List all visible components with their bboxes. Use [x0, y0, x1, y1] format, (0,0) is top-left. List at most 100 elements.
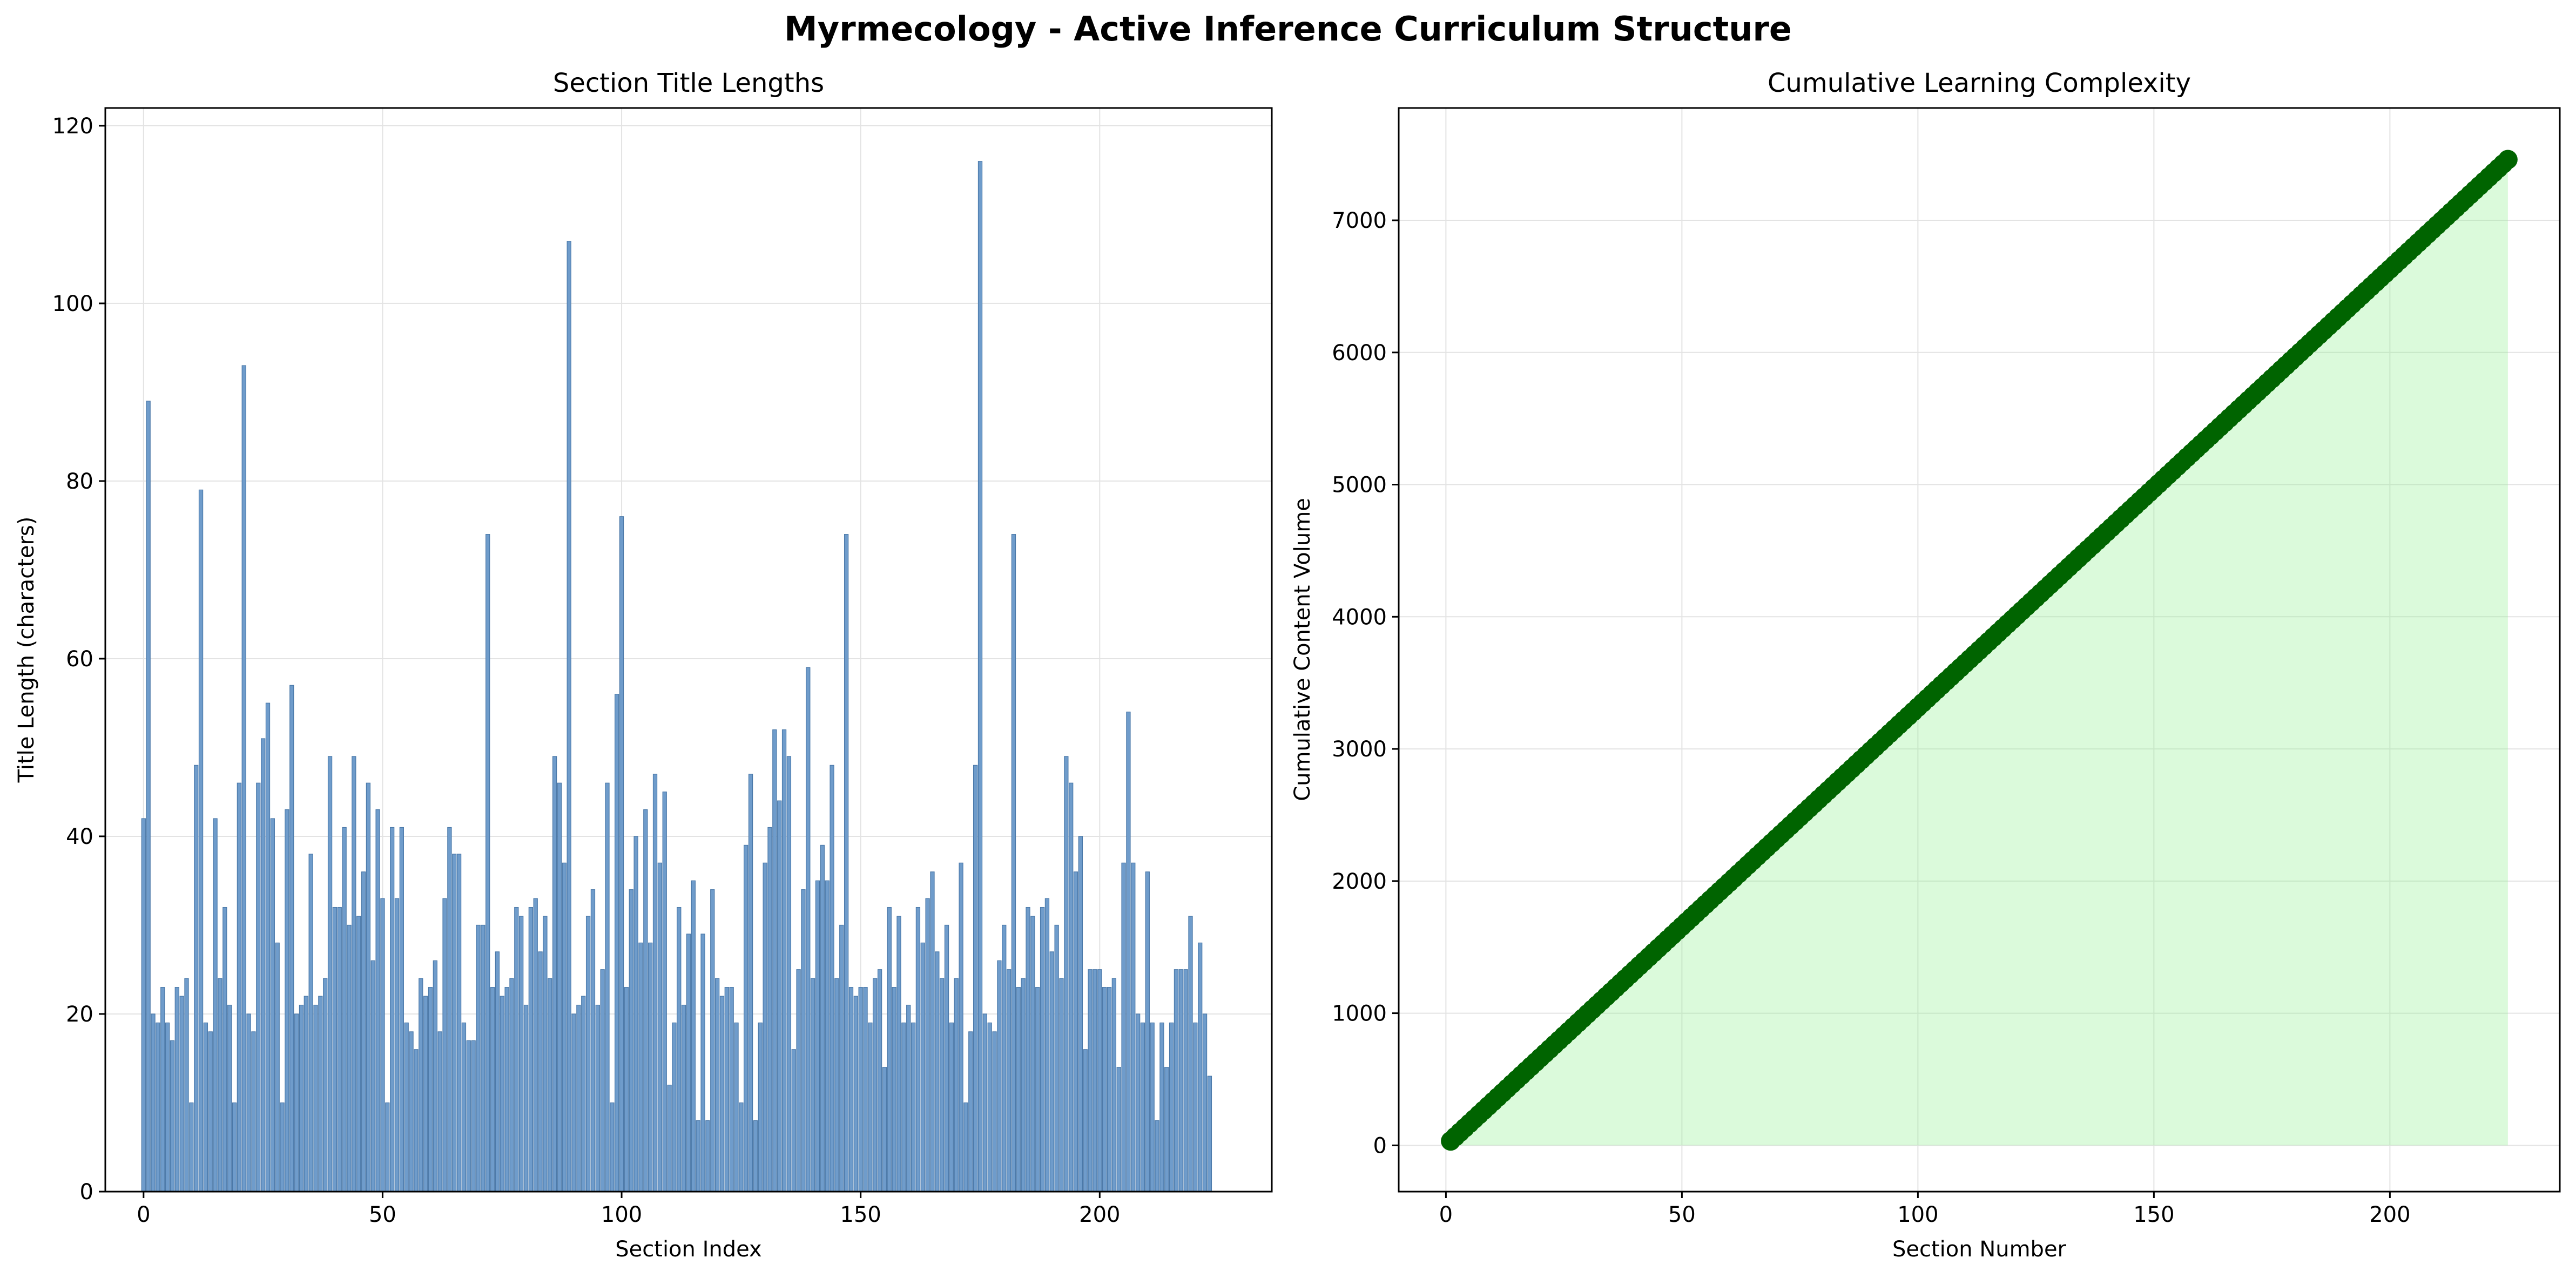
bar	[830, 765, 834, 1192]
bar	[786, 756, 792, 1192]
x-tick-label: 50	[369, 1202, 396, 1227]
bar	[327, 756, 333, 1192]
bar	[528, 907, 534, 1192]
bar	[638, 942, 643, 1192]
bar	[662, 792, 667, 1192]
bar	[562, 862, 567, 1192]
bar	[915, 907, 921, 1192]
bar	[1107, 987, 1112, 1192]
bar	[232, 1102, 237, 1192]
bar	[165, 1022, 170, 1192]
bar	[963, 1102, 968, 1192]
bar	[610, 1102, 615, 1192]
bar	[959, 862, 963, 1192]
bar	[1035, 987, 1040, 1192]
bar	[1183, 969, 1188, 1192]
bar	[1078, 836, 1083, 1192]
bar	[208, 1031, 213, 1192]
scatter-chart-points	[1441, 150, 2518, 1151]
bar	[332, 907, 338, 1192]
bar	[643, 809, 648, 1192]
bar	[514, 907, 519, 1192]
bar	[1088, 969, 1093, 1192]
bar	[853, 996, 858, 1192]
bar	[399, 827, 404, 1192]
bar	[170, 1040, 175, 1192]
bar	[834, 978, 839, 1192]
bar	[1126, 712, 1131, 1192]
x-tick-label: 0	[1439, 1202, 1453, 1227]
bar	[543, 916, 548, 1192]
bar	[772, 729, 777, 1192]
bar	[791, 1049, 796, 1192]
bar	[361, 871, 366, 1192]
bar	[648, 942, 653, 1192]
bar	[1145, 871, 1150, 1192]
bar	[509, 978, 514, 1192]
bar	[141, 818, 146, 1192]
x-tick-label: 200	[1079, 1202, 1120, 1227]
bar	[1049, 951, 1054, 1192]
bar	[901, 1022, 906, 1192]
bar	[714, 978, 720, 1192]
x-tick-label: 200	[2369, 1202, 2410, 1227]
bar	[1178, 969, 1183, 1192]
y-tick-label: 1000	[1332, 1002, 1387, 1026]
bar	[251, 1031, 256, 1192]
bar	[304, 996, 308, 1192]
bar	[696, 1120, 700, 1192]
bar	[796, 969, 801, 1192]
bar	[600, 969, 605, 1192]
bar	[375, 809, 380, 1192]
bar	[179, 996, 184, 1192]
bar	[1054, 924, 1059, 1192]
bar	[624, 987, 629, 1192]
bar	[356, 916, 361, 1192]
bar	[552, 756, 557, 1192]
bar	[719, 996, 725, 1192]
bar	[935, 951, 940, 1192]
bar	[944, 924, 949, 1192]
bar	[1207, 1076, 1212, 1192]
bar	[992, 1031, 997, 1192]
bar	[873, 978, 878, 1192]
bar	[753, 1120, 758, 1192]
bar	[151, 1013, 156, 1192]
bar	[892, 987, 896, 1192]
bar	[1121, 862, 1126, 1192]
scatter-chart: Cumulative Learning Complexity 0 50 100 150…	[1290, 68, 2561, 1262]
scatter-chart-title: Cumulative Learning Complexity	[1768, 68, 2191, 98]
bar	[1198, 942, 1203, 1192]
bar	[146, 401, 151, 1192]
y-tick-label: 5000	[1332, 473, 1387, 498]
bar	[203, 1022, 208, 1192]
bar	[567, 241, 571, 1192]
bar	[174, 987, 179, 1192]
bar	[657, 862, 663, 1192]
bar	[280, 1102, 285, 1192]
bar	[461, 1022, 467, 1192]
bar	[763, 862, 767, 1192]
bar	[265, 702, 271, 1192]
y-tick-label: 0	[1373, 1133, 1387, 1158]
bar	[414, 1049, 419, 1192]
bar	[504, 987, 509, 1192]
scatter-chart-y-axis-label: Cumulative Content Volume	[1290, 498, 1315, 801]
bar	[781, 729, 787, 1192]
bar	[619, 516, 624, 1192]
bar	[289, 685, 294, 1192]
bar	[156, 1022, 160, 1192]
bar	[538, 951, 543, 1192]
bar	[820, 844, 825, 1192]
bar	[682, 1004, 686, 1192]
bar	[911, 1022, 916, 1192]
bar	[724, 987, 729, 1192]
bar	[595, 1004, 600, 1192]
bar	[409, 1031, 414, 1192]
bar	[691, 880, 696, 1192]
bar	[366, 782, 371, 1192]
bar	[222, 907, 227, 1192]
x-tick-label: 50	[1668, 1202, 1696, 1227]
bar	[997, 960, 1002, 1192]
bar-chart-frame	[104, 107, 1273, 1193]
